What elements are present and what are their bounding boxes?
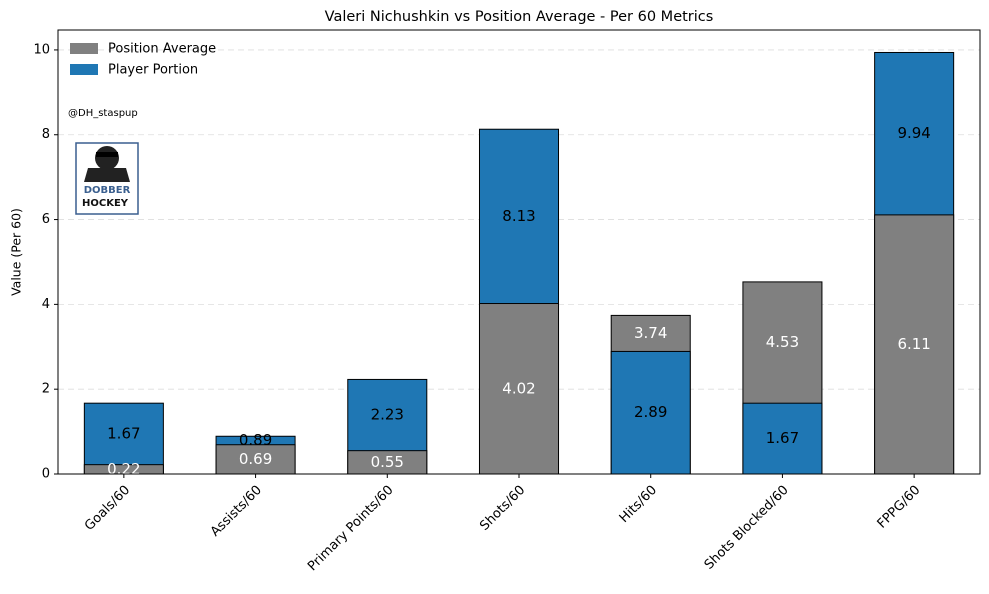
data-label: 0.89 (239, 431, 272, 449)
bar (610, 350, 691, 475)
x-tick-label: Goals/60 (82, 483, 133, 534)
data-label: 1.67 (107, 424, 140, 442)
data-label: 2.23 (371, 406, 404, 424)
y-tick-label: 8 (42, 127, 50, 142)
data-label: 0.22 (107, 460, 140, 478)
legend-label: Position Average (108, 42, 216, 57)
logo-text: DOBBER (84, 185, 131, 196)
logo: DOBBER HOCKEY (75, 142, 139, 215)
x-tick-label: Assists/60 (208, 483, 265, 540)
logo-text: HOCKEY (82, 198, 129, 209)
data-label: 6.11 (897, 335, 930, 353)
y-tick-label: 10 (33, 42, 50, 57)
annotation: @DH_staspup (68, 108, 138, 119)
legend-swatch (70, 64, 98, 75)
data-label: 0.55 (371, 453, 404, 471)
data-label: 1.67 (766, 429, 799, 447)
legend-swatch (70, 43, 98, 54)
chart-title: Valeri Nichushkin vs Position Average - … (325, 9, 714, 25)
x-tick-label: Primary Points/60 (305, 483, 396, 574)
y-tick-label: 6 (42, 212, 50, 227)
x-tick-label: Shots/60 (477, 483, 528, 534)
x-tick-label: Shots Blocked/60 (702, 483, 792, 573)
bar (83, 402, 164, 475)
y-tick-label: 4 (42, 297, 50, 312)
bar (742, 402, 823, 475)
data-label: 3.74 (634, 324, 667, 342)
y-tick-label: 2 (42, 382, 50, 397)
bar (874, 214, 955, 475)
data-label: 0.69 (239, 450, 272, 468)
data-label: 4.02 (502, 379, 535, 397)
y-axis-label: Value (Per 60) (9, 208, 24, 296)
bar (215, 444, 296, 475)
data-label: 2.89 (634, 403, 667, 421)
legend-label: Player Portion (108, 63, 198, 78)
x-tick-label: Hits/60 (617, 483, 660, 526)
plot-frame (57, 29, 981, 475)
y-tick-label: 0 (42, 467, 50, 482)
x-tick-label: FPPG/60 (875, 483, 924, 532)
data-label: 4.53 (766, 333, 799, 351)
data-label: 9.94 (897, 124, 930, 142)
bar (478, 303, 560, 475)
data-label: 8.13 (502, 207, 535, 225)
